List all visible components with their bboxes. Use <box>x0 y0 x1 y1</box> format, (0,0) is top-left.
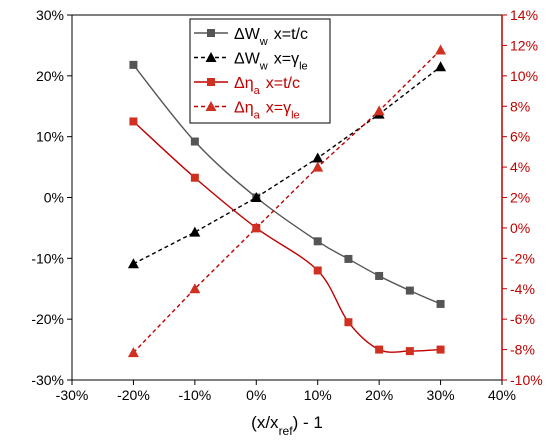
legend-label: Δηa x=γle <box>234 100 300 122</box>
y-right-tick-label: 8% <box>510 98 530 114</box>
y-right-tick-label: -8% <box>510 342 535 358</box>
y-right-tick-label: 12% <box>510 37 538 53</box>
legend-label: ΔWw x=t/c <box>234 26 308 48</box>
series-4-point <box>373 105 385 116</box>
x-tick-label: 10% <box>304 387 332 403</box>
x-tick-label: 40% <box>488 387 516 403</box>
y-left-tick-label: -20% <box>31 311 64 327</box>
series-1 <box>129 60 445 308</box>
series-4-line <box>132 49 442 354</box>
y-right-tick-label: 4% <box>510 159 530 175</box>
y-left-tick-label: 30% <box>36 7 64 23</box>
series-4-point <box>435 44 447 55</box>
series-2-point <box>127 258 139 269</box>
series-3-point <box>313 266 322 275</box>
series-3-point <box>405 347 414 356</box>
legend-label: Δηa x=t/c <box>234 75 300 97</box>
y-right-tick-label: 0% <box>510 220 530 236</box>
y-left-tick-label: -30% <box>31 372 64 388</box>
series-3-point <box>344 318 353 327</box>
series-1-point <box>313 237 322 246</box>
series-4 <box>127 44 447 358</box>
series-1-point <box>436 299 445 308</box>
y-left-tick-label: -10% <box>31 250 64 266</box>
series-1-point <box>375 271 384 280</box>
series-4-point <box>250 222 262 233</box>
y-left-tick-label: 20% <box>36 68 64 84</box>
legend-marker <box>207 78 215 86</box>
legend-entry-3: Δηa x=t/c <box>194 75 300 97</box>
y-right-tick-label: -4% <box>510 281 535 297</box>
series-1-point <box>190 137 199 146</box>
x-axis-title-tail: ) - 1 <box>293 413 323 432</box>
series-2-point <box>250 192 262 202</box>
series-4-point <box>127 347 139 358</box>
series-1-point <box>129 60 138 69</box>
x-tick-label: -30% <box>56 387 89 403</box>
x-axis-title-sub: ref <box>279 424 294 438</box>
series-3-point <box>129 117 138 126</box>
legend-marker <box>207 29 215 37</box>
series-2-point <box>435 61 447 72</box>
y-right-tick-label: 14% <box>510 7 538 23</box>
series-1-point <box>344 254 353 263</box>
axes-layer: -30% -20% -10% 0% 10% 20% 30% 40% -30% -20% -10% 0%… <box>31 7 542 403</box>
legend-entry-1: ΔWw x=t/c <box>194 26 308 48</box>
series-2-point <box>312 152 324 163</box>
series-layer <box>127 44 447 358</box>
legend-entry-4: Δηa x=γle <box>194 100 300 122</box>
x-tick-label: 20% <box>365 387 393 403</box>
y-left-tick-label: 0% <box>44 190 64 206</box>
series-4-point <box>189 283 201 294</box>
series-2-line <box>133 66 441 265</box>
series-2-point <box>189 226 201 237</box>
series-4-point <box>312 161 324 172</box>
y-right-tick-label: -2% <box>510 250 535 266</box>
series-3-point <box>190 173 199 182</box>
y-right-tick-label: 6% <box>510 129 530 145</box>
legend-entry-2: ΔWw x=γle <box>194 51 308 73</box>
x-tick-label: 0% <box>246 387 266 403</box>
y-left-tick-label: 10% <box>36 129 64 145</box>
series-2 <box>127 61 447 269</box>
x-tick-label: -20% <box>117 387 150 403</box>
y-right-tick-label: 2% <box>510 190 530 206</box>
series-1-point <box>405 286 414 295</box>
x-tick-label: -10% <box>179 387 212 403</box>
series-3-point <box>436 345 445 354</box>
x-tick-label: 30% <box>427 387 455 403</box>
x-axis-title: (x/xref) - 1 <box>251 413 323 438</box>
y-right-tick-label: -10% <box>510 372 543 388</box>
legend-marker <box>205 52 217 62</box>
series-3-point <box>375 345 384 354</box>
y-right-tick-label: 10% <box>510 68 538 84</box>
legend-marker <box>205 101 217 111</box>
x-axis-title-main: (x/x <box>251 413 279 432</box>
y-right-tick-label: -6% <box>510 311 535 327</box>
legend-label: ΔWw x=γle <box>234 51 308 73</box>
